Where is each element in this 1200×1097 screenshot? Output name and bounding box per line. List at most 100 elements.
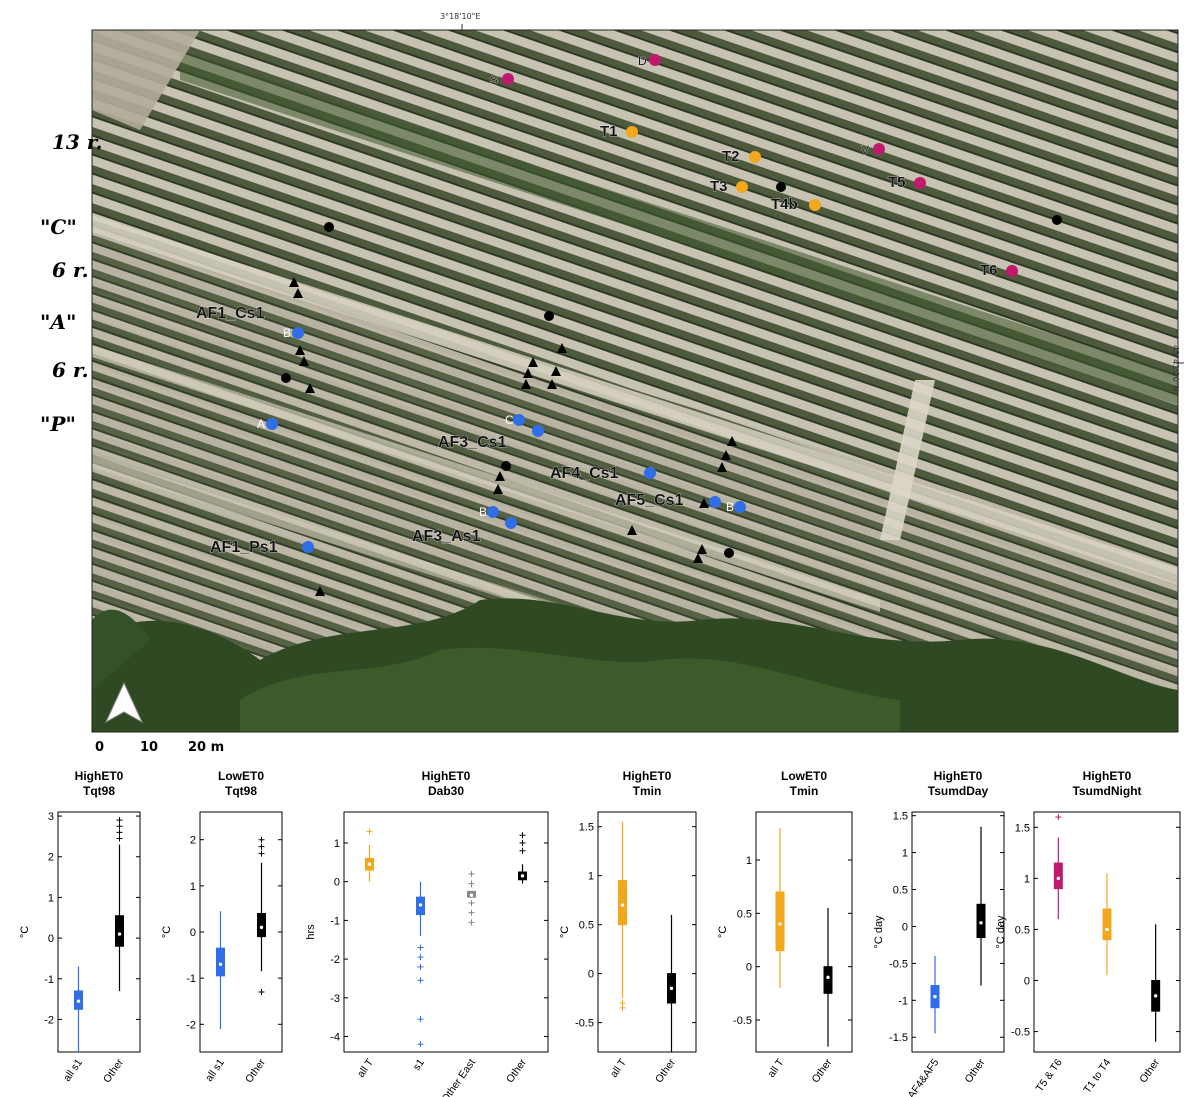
point-label: B bbox=[479, 505, 487, 519]
box-outlier bbox=[468, 899, 475, 906]
blue-point bbox=[644, 467, 656, 479]
y-tick-label: 0 bbox=[190, 927, 196, 939]
plot-title-line: HighET0 bbox=[1083, 770, 1132, 783]
box-median bbox=[777, 921, 783, 927]
y-tick-label: 1 bbox=[1024, 873, 1030, 885]
box-median bbox=[1104, 926, 1110, 933]
box-median bbox=[366, 861, 373, 867]
box-outlier bbox=[468, 870, 475, 877]
y-tick-label: 1 bbox=[902, 848, 908, 860]
triangle-marker bbox=[551, 366, 561, 376]
point-label: T3 bbox=[710, 178, 728, 195]
box-outlier bbox=[468, 909, 475, 916]
plot-title-line: Dab30 bbox=[428, 784, 464, 798]
magenta-point-markers bbox=[502, 54, 1018, 277]
plot-title-line: TsumdDay bbox=[928, 784, 989, 798]
point-label: T4b bbox=[771, 196, 798, 213]
triangle-marker bbox=[523, 368, 533, 378]
y-tick-label: 1 bbox=[334, 838, 340, 850]
plot-title-line: HighET0 bbox=[422, 770, 471, 783]
y-tick-label: 0.5 bbox=[1015, 924, 1030, 936]
box-outlier bbox=[417, 963, 424, 970]
y-tick-label: 1 bbox=[746, 855, 752, 867]
category-label: all T bbox=[765, 1056, 786, 1079]
box-median bbox=[75, 998, 82, 1004]
triangle-marker bbox=[627, 525, 637, 535]
hedgerow bbox=[180, 50, 1178, 405]
orange-point-labels: T1 T2 T3 T4b bbox=[600, 123, 798, 214]
box-outlier bbox=[417, 1016, 424, 1023]
box-median bbox=[417, 902, 424, 908]
y-tick-label: -0.5 bbox=[575, 1018, 594, 1030]
y-axis-label: hrs bbox=[305, 924, 317, 940]
box-outlier bbox=[258, 836, 265, 843]
cross-path bbox=[880, 380, 935, 540]
box-median bbox=[519, 873, 526, 879]
y-tick-label: -1 bbox=[330, 915, 340, 927]
box-outlier bbox=[116, 817, 123, 824]
magenta-point-labels: S D V T5 T6 bbox=[490, 54, 998, 280]
row-label-6r-bottom: 6 r. bbox=[52, 358, 89, 382]
black-triangle-markers bbox=[289, 277, 737, 596]
plot-frame bbox=[597, 811, 697, 1053]
aerial-map: AF1_Cs1 AF3_Cs1 AF4_Cs1 AF5_Cs1 AF3_As1 … bbox=[91, 24, 1184, 771]
right-coordinate-label: 43°41'20"N bbox=[1171, 345, 1180, 392]
site-label: AF4_Cs1 bbox=[550, 465, 619, 482]
triangle-marker bbox=[295, 345, 305, 355]
site-label: AF3_Cs1 bbox=[438, 434, 507, 451]
plot-title-line: LowET0 bbox=[781, 770, 827, 783]
triangle-marker bbox=[495, 471, 505, 481]
site-labels: AF1_Cs1 AF3_Cs1 AF4_Cs1 AF5_Cs1 AF3_As1 … bbox=[196, 305, 684, 557]
orange-point-markers bbox=[626, 126, 821, 211]
y-tick-label: 2 bbox=[48, 852, 54, 864]
triangle-marker bbox=[305, 383, 315, 393]
plot-frame bbox=[755, 811, 853, 1053]
row-label-c: "C" bbox=[40, 215, 77, 239]
box-iqr bbox=[1102, 908, 1112, 941]
plot-title-line: Tmin bbox=[790, 784, 819, 798]
point-label: T2 bbox=[722, 148, 740, 165]
y-tick-label: 1.5 bbox=[1015, 822, 1030, 834]
category-label: Other bbox=[1137, 1056, 1162, 1085]
y-tick-label: 2 bbox=[190, 835, 196, 847]
box-outlier bbox=[417, 944, 424, 951]
category-label: Other bbox=[653, 1056, 678, 1085]
y-tick-label: -0.5 bbox=[889, 958, 908, 970]
y-axis-label: °C day bbox=[995, 915, 1007, 949]
box-outlier bbox=[1055, 814, 1062, 821]
plot-title-line: Tqt98 bbox=[225, 784, 257, 798]
orange-point bbox=[749, 151, 761, 163]
y-tick-label: -3 bbox=[330, 993, 340, 1005]
box-outlier bbox=[468, 880, 475, 887]
box-outlier bbox=[468, 919, 475, 926]
plot-title-line: HighET0 bbox=[623, 770, 672, 783]
row-label-13r: 13 r. bbox=[52, 130, 103, 154]
triangle-marker bbox=[727, 436, 737, 446]
plot-frame bbox=[343, 811, 549, 1053]
y-tick-label: 0 bbox=[48, 933, 54, 945]
map-imagery bbox=[92, 30, 1178, 732]
triangle-marker bbox=[289, 277, 299, 287]
dot-marker bbox=[501, 461, 511, 471]
point-label: V bbox=[861, 143, 869, 157]
top-coordinate-label: 3°18'10"E bbox=[440, 12, 481, 21]
box-outlier bbox=[116, 829, 123, 836]
dot-marker bbox=[776, 182, 786, 192]
blue-point-labels: B A C B B bbox=[257, 326, 734, 519]
box-outlier bbox=[519, 832, 526, 839]
dot-marker bbox=[724, 548, 734, 558]
plot-frame bbox=[199, 811, 283, 1053]
triangle-marker bbox=[299, 356, 309, 366]
y-tick-label: 1 bbox=[48, 892, 54, 904]
y-axis-label: °C bbox=[161, 926, 173, 938]
scale-tick-20m: 20 m bbox=[188, 740, 225, 755]
point-label: C bbox=[505, 413, 514, 427]
point-label: B bbox=[283, 326, 291, 340]
box-outlier bbox=[258, 850, 265, 857]
point-label: T6 bbox=[980, 262, 998, 279]
plot-title-line: TsumdNight bbox=[1072, 784, 1141, 798]
point-label: D bbox=[638, 54, 647, 68]
category-label: Other bbox=[243, 1056, 268, 1085]
box-median bbox=[978, 920, 984, 926]
orange-point bbox=[626, 126, 638, 138]
